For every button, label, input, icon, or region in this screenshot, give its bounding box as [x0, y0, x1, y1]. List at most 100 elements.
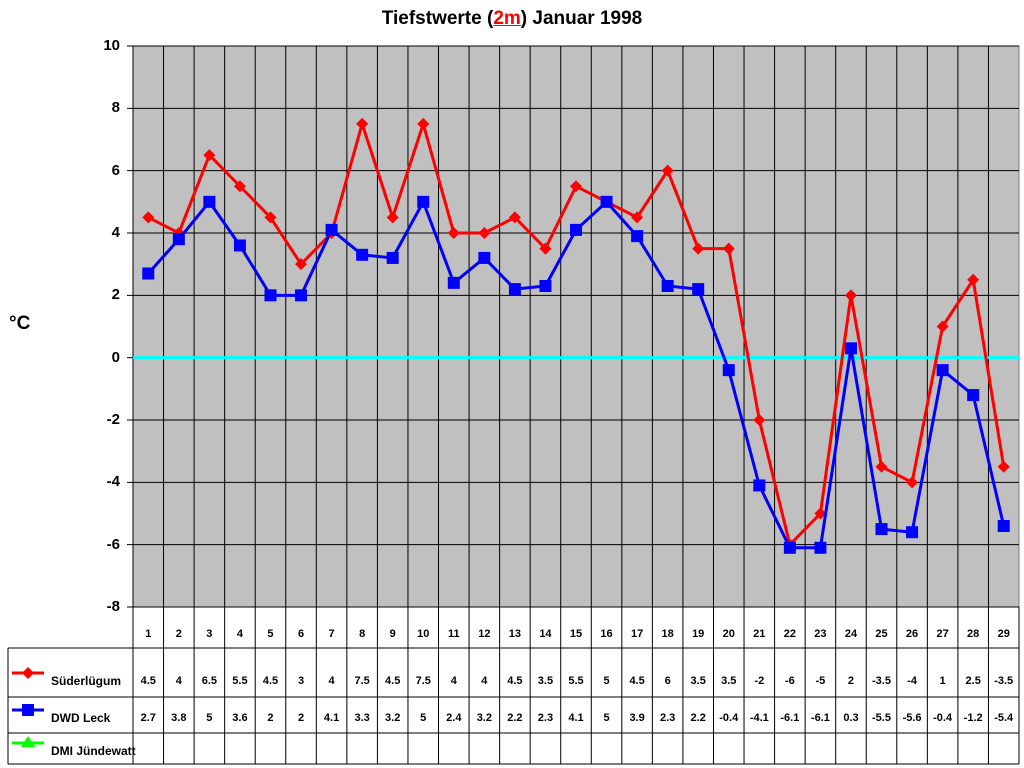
- table-value-cell: -0.4: [933, 712, 953, 724]
- table-value-cell: 3.2: [385, 712, 401, 724]
- marker-square: [967, 389, 980, 402]
- table-value-cell: 5: [206, 712, 213, 724]
- plot-area: [132, 45, 1020, 608]
- table-value-cell: -6: [784, 675, 795, 687]
- table-value-cell: 2.3: [537, 712, 554, 724]
- table-value-cell: -6.1: [780, 712, 800, 724]
- table-value-cell: 4.5: [629, 675, 645, 687]
- marker-diamond: [661, 164, 674, 177]
- x-category-label: 17: [630, 628, 644, 640]
- table-value-cell: 3.6: [232, 712, 248, 724]
- table-value-cell: -5.4: [994, 712, 1014, 724]
- marker-diamond: [264, 211, 277, 224]
- table-value-cell: 2.7: [140, 712, 156, 724]
- marker-square: [692, 283, 705, 296]
- table-value-cell: 7.5: [415, 675, 431, 687]
- table-value-cell: -4: [907, 675, 917, 687]
- x-category-label: 7: [328, 628, 335, 640]
- x-category-label: 5: [267, 628, 274, 640]
- marker-diamond: [417, 117, 430, 130]
- x-category-label: 25: [875, 628, 888, 640]
- table-value-cell: 6.5: [201, 675, 218, 687]
- table-value-cell: 4: [450, 675, 457, 687]
- marker-square: [356, 248, 369, 261]
- table-value-cell: -2: [754, 675, 765, 687]
- marker-square: [478, 251, 491, 264]
- table-value-cell: 5: [420, 712, 427, 724]
- marker-square: [600, 195, 613, 208]
- marker-square: [539, 279, 552, 292]
- marker-diamond: [478, 227, 491, 239]
- marker-diamond: [753, 414, 766, 426]
- marker-square: [906, 526, 919, 539]
- x-category-label: 22: [783, 628, 796, 640]
- marker-square: [233, 239, 246, 252]
- marker-diamond: [997, 460, 1010, 473]
- table-value-cell: 3.3: [354, 712, 370, 724]
- x-category-label: 14: [539, 628, 552, 640]
- marker-diamond: [692, 242, 705, 255]
- table-value-cell: 6: [664, 675, 671, 687]
- x-category-label: 10: [417, 628, 430, 640]
- marker-square: [631, 230, 644, 243]
- marker-diamond: [936, 320, 949, 333]
- marker-diamond: [386, 211, 399, 224]
- marker-square: [875, 523, 888, 536]
- table-value-cell: 2: [267, 712, 274, 724]
- marker-diamond: [844, 289, 857, 302]
- title-part-3: ) Januar 1998: [520, 8, 643, 29]
- table-value-cell: 0.3: [843, 712, 859, 724]
- x-category-label: 26: [905, 628, 919, 640]
- marker-diamond: [906, 476, 919, 489]
- y-axis-label: °C: [9, 313, 31, 334]
- table-value-cell: 2: [297, 712, 305, 724]
- table-value-cell: -6.1: [810, 712, 830, 724]
- table-value-cell: 7.5: [354, 675, 370, 687]
- table-value-cell: 2: [847, 675, 855, 687]
- y-tick-label: -2: [106, 411, 120, 428]
- x-category-label: 15: [569, 628, 583, 640]
- legend-diamond-icon: [22, 667, 34, 679]
- table-value-cell: 4.1: [568, 712, 584, 724]
- table-value-cell: 4.5: [140, 675, 156, 687]
- x-category-label: 11: [447, 628, 460, 640]
- marker-square: [844, 342, 857, 355]
- legend-label-2: DMI Jündewatt: [51, 744, 136, 758]
- y-tick-label: 8: [111, 99, 120, 117]
- marker-diamond: [142, 211, 155, 224]
- table-value-cell: 3.5: [690, 675, 706, 687]
- x-category-label: 23: [814, 628, 827, 640]
- table-value-cell: 2.5: [965, 675, 981, 687]
- x-category-label: 27: [936, 628, 949, 640]
- marker-square: [753, 479, 766, 492]
- marker-square: [814, 541, 827, 554]
- x-category-label: 29: [997, 628, 1010, 640]
- table-value-cell: 3.9: [629, 712, 645, 724]
- marker-diamond: [967, 273, 980, 286]
- x-category-label: 24: [844, 628, 858, 640]
- marker-diamond: [570, 180, 582, 193]
- table-value-cell: 4.1: [323, 712, 340, 724]
- marker-diamond: [233, 180, 246, 193]
- marker-diamond: [356, 117, 369, 130]
- y-tick-label: 4: [111, 224, 120, 241]
- marker-square: [722, 364, 735, 377]
- chart-title: Tiefstwerte (2m) Januar 1998: [0, 8, 1024, 30]
- table-value-cell: 4.5: [385, 675, 401, 687]
- marker-square: [417, 195, 430, 208]
- x-category-label: 12: [478, 628, 491, 640]
- marker-diamond: [203, 149, 216, 162]
- marker-diamond: [447, 227, 460, 239]
- x-category-label: 13: [508, 628, 521, 640]
- table-value-cell: 4: [175, 675, 182, 687]
- table-value-cell: 4: [481, 675, 488, 687]
- y-tick-label: -4: [106, 473, 120, 491]
- table-value-cell: -3.5: [994, 675, 1014, 687]
- marker-square: [386, 251, 399, 264]
- y-tick-label: -8: [106, 598, 120, 615]
- table-value-cell: 2.2: [690, 712, 706, 724]
- table-value-cell: 5: [603, 712, 610, 724]
- legend-square-icon: [22, 704, 34, 716]
- x-category-label: 9: [389, 628, 396, 640]
- table-value-cell: 5.5: [568, 675, 584, 687]
